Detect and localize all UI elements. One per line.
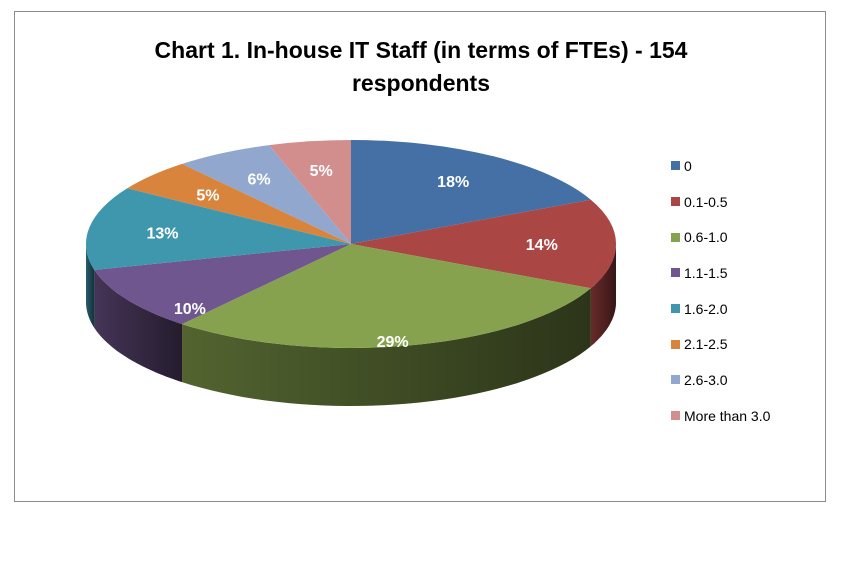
chart-frame: Chart 1. In-house IT Staff (in terms of … [14,11,826,502]
chart-title: Chart 1. In-house IT Staff (in terms of … [15,34,827,100]
legend-label: 0.1-0.5 [684,193,728,210]
pie-slices [85,140,617,348]
legend-swatch-icon [671,339,680,349]
legend-item: 0 [671,148,821,184]
legend-label: 0.6-1.0 [684,229,728,246]
legend-label: 1.1-1.5 [684,264,728,281]
legend-swatch-icon [671,304,680,314]
legend-item: 1.6-2.0 [671,291,821,327]
pie-data-label: 13% [146,225,178,242]
legend-swatch-icon [671,161,680,171]
pie-slice [182,145,351,244]
legend-label: More than 3.0 [684,407,771,424]
legend-item: 0.6-1.0 [671,219,821,255]
legend-item: 2.1-2.5 [671,326,821,362]
pie-slice [85,188,351,270]
legend-swatch-icon [671,232,680,242]
pie-slice [94,244,352,325]
pie-data-label: 5% [310,163,333,180]
pie-slice [269,140,351,244]
legend-item: More than 3.0 [671,398,821,434]
pie-slice [351,199,617,289]
pie-side-walls [86,244,616,406]
legend-swatch-icon [671,197,680,207]
pie-data-label: 14% [526,237,558,254]
legend-item: 1.1-1.5 [671,255,821,291]
legend-swatch-icon [671,375,680,385]
legend-label: 2.6-3.0 [684,371,728,388]
chart-title-line-1: Chart 1. In-house IT Staff (in terms of … [154,37,688,63]
legend-swatch-icon [671,411,680,421]
legend-label: 1.6-2.0 [684,300,728,317]
pie-slice [351,140,591,244]
pie-data-labels: 18% 14% 29% 10% 13% 5% 6% 5% [146,163,557,351]
pie-chart: 18% 14% 29% 10% 13% 5% 6% 5% [85,140,617,406]
legend-label: 2.1-2.5 [684,336,728,353]
pie-data-label: 5% [196,188,219,205]
legend-label: 0 [684,157,692,174]
pie-data-label: 6% [248,171,271,188]
pie-data-label: 29% [377,334,409,351]
chart-title-line-2: respondents [351,70,491,96]
pie-data-label: 10% [174,301,206,318]
chart-legend: 0 0.1-0.5 0.6-1.0 1.1-1.5 1.6-2.0 2.1-2.… [671,148,821,434]
legend-item: 2.6-3.0 [671,362,821,398]
pie-data-label: 18% [437,174,469,191]
legend-swatch-icon [671,268,680,278]
legend-item: 0.1-0.5 [671,184,821,220]
pie-slice [127,163,351,244]
pie-slice [182,244,591,348]
